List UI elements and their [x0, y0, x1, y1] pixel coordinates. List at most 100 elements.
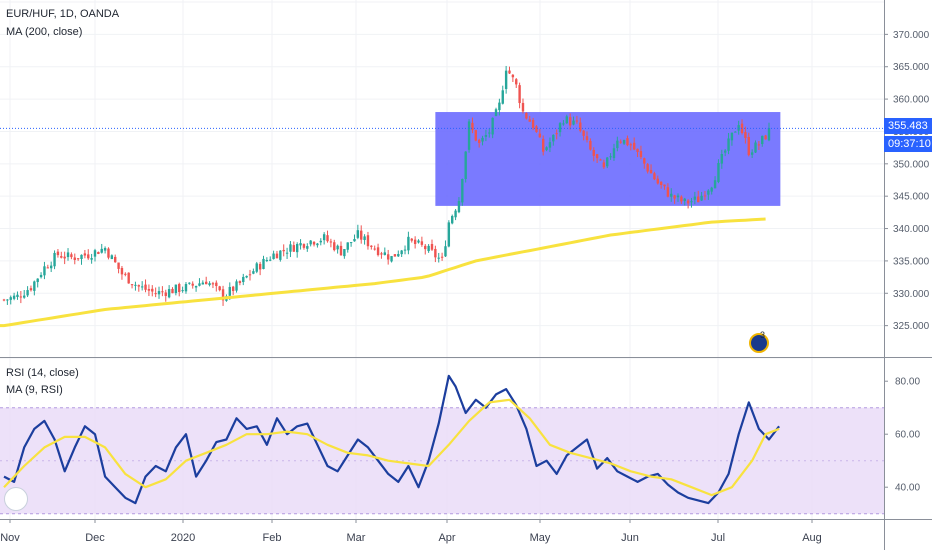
candle-body [464, 151, 467, 180]
candle-body [555, 133, 558, 135]
candle-body [349, 242, 353, 244]
ma-indicator-label[interactable]: MA (200, close) [6, 26, 83, 38]
candle-body [390, 256, 393, 262]
candle-body [750, 152, 754, 155]
candle-body [60, 256, 63, 258]
candle-body [568, 117, 572, 126]
candle-body [167, 289, 171, 298]
candle-body [289, 244, 292, 252]
candle-body [147, 289, 151, 291]
candle-body [632, 142, 636, 150]
candle-body [137, 285, 140, 287]
events-count: 3 [760, 330, 766, 340]
candle-body [211, 283, 215, 285]
candle-body [670, 193, 673, 197]
candle-body [494, 109, 498, 116]
ma200-line[interactable] [0, 217, 766, 328]
candle-body [700, 195, 703, 201]
candle-body [285, 252, 289, 254]
candle-body [356, 230, 360, 238]
candle-body [117, 262, 120, 269]
candle-body [501, 90, 504, 104]
candle-body [151, 288, 154, 292]
candle-body [198, 283, 201, 286]
candle-body [205, 281, 208, 285]
candle-body [386, 254, 390, 260]
time-tick-label: Jun [621, 532, 639, 544]
candle-body [572, 120, 575, 125]
candle-body [19, 296, 23, 298]
rsi-indicator-label[interactable]: RSI (14, close) [6, 367, 79, 379]
candle-body [565, 116, 568, 124]
candle-body [110, 255, 114, 260]
candle-body [23, 295, 26, 298]
candle-body [127, 272, 130, 284]
candle-body [498, 102, 501, 111]
candle-body [437, 257, 440, 259]
candle-body [767, 128, 771, 141]
candle-body [63, 256, 66, 259]
candle-body [238, 281, 242, 283]
candle-body [178, 284, 181, 293]
candle-body [676, 195, 680, 198]
candle-body [124, 273, 127, 275]
candle-body [656, 178, 659, 184]
candle-body [531, 119, 535, 128]
candle-body [174, 284, 178, 294]
candle-body [376, 247, 380, 256]
price-tick-label: 345.000 [893, 192, 930, 203]
candle-body [12, 295, 16, 299]
candle-body [400, 250, 403, 255]
candle-body [275, 253, 279, 259]
candle-body [646, 164, 649, 172]
candle-body [326, 235, 329, 242]
rsi-ma-indicator-label[interactable]: MA (9, RSI) [6, 384, 63, 396]
candle-body [410, 238, 413, 241]
candle-body [316, 243, 319, 246]
candle-body [292, 245, 296, 252]
candle-body [744, 132, 747, 138]
candle-body [252, 271, 255, 274]
events-icon[interactable] [749, 333, 769, 353]
candle-body [164, 292, 167, 296]
candle-body [373, 248, 376, 250]
candle-body [272, 253, 275, 260]
candle-body [306, 246, 309, 249]
candle-body [87, 254, 90, 259]
candle-body [690, 201, 693, 203]
rsi-band [0, 407, 884, 514]
candle-body [764, 135, 767, 140]
time-tick-label: May [530, 532, 551, 544]
candle-body [548, 142, 552, 148]
candle-body [451, 215, 454, 224]
price-tick-label: 350.000 [893, 159, 930, 170]
rsi-pane-logo-icon[interactable] [4, 487, 28, 511]
candle-body [248, 274, 252, 276]
candle-body [383, 252, 387, 255]
candle-body [579, 122, 582, 131]
candle-body [333, 242, 336, 251]
symbol-title[interactable]: EUR/HUF, 1D, OANDA [6, 8, 120, 20]
candle-body [525, 112, 528, 119]
candle-body [521, 102, 525, 112]
candle-body [231, 286, 235, 292]
candle-body [740, 123, 744, 134]
candle-body [504, 70, 508, 89]
candle-body [602, 162, 606, 168]
candle-body [727, 138, 730, 151]
candle-body [457, 201, 461, 213]
candle-body [582, 130, 585, 136]
candle-body [181, 290, 184, 292]
candle-body [747, 137, 750, 156]
candle-body [218, 286, 221, 291]
candle-body [353, 238, 356, 242]
candle-body [454, 210, 457, 218]
candle-body [309, 240, 312, 245]
candle-body [262, 258, 265, 269]
candle-body [107, 248, 110, 258]
rsi-ma-line[interactable] [3, 398, 780, 497]
candle-body [518, 85, 521, 104]
candle-body [686, 200, 690, 204]
candle-body [545, 147, 548, 151]
